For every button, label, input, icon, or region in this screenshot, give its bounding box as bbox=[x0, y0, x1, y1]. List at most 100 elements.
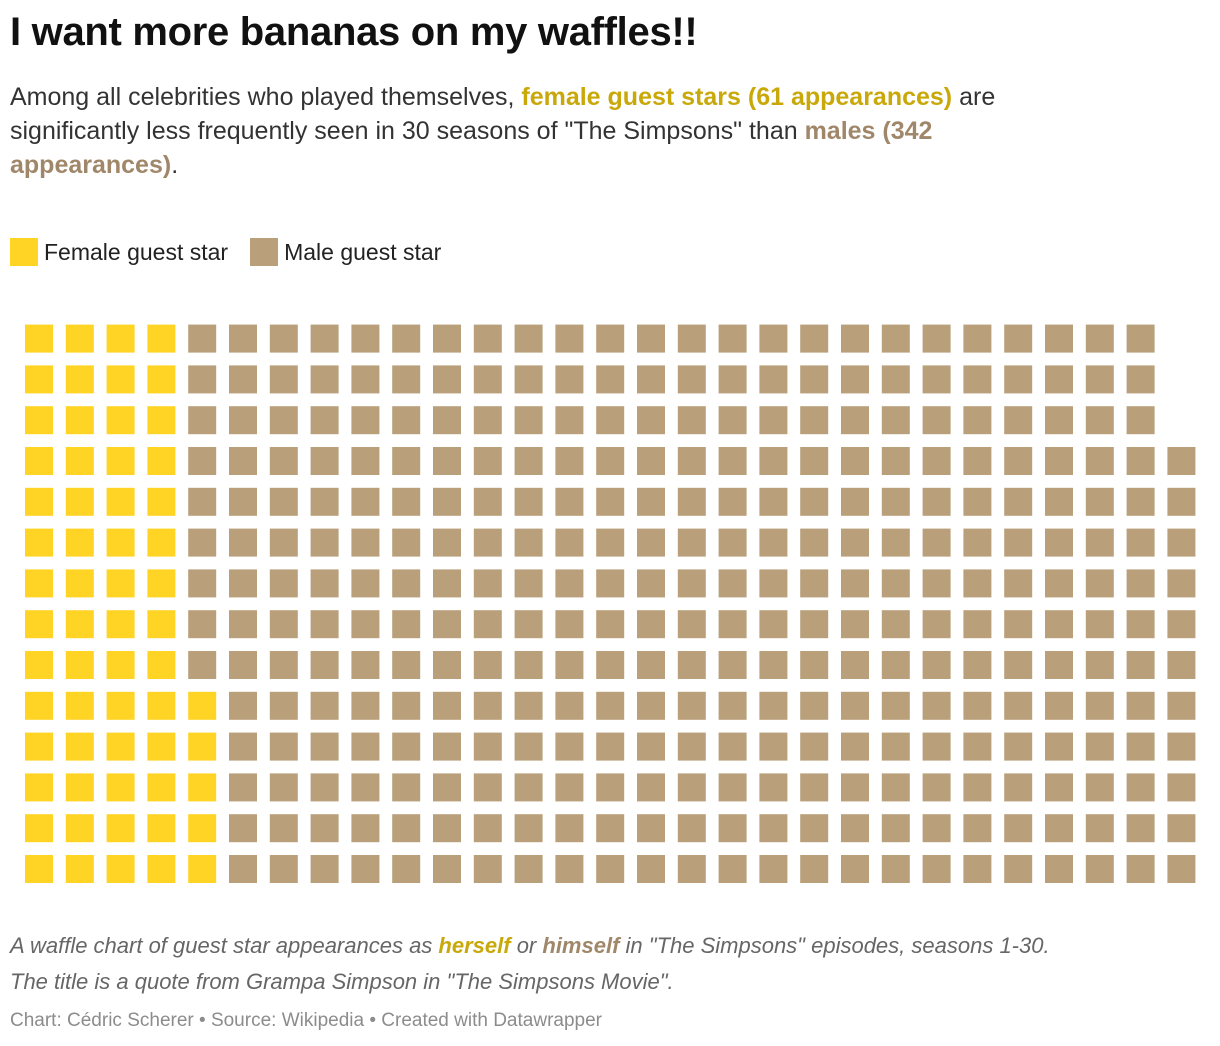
waffle-square-male bbox=[514, 569, 543, 598]
waffle-square-male bbox=[922, 447, 951, 475]
subtitle-female-highlight: female guest stars (61 appearances) bbox=[521, 83, 953, 111]
waffle-square-male bbox=[188, 324, 217, 353]
waffle-square-male bbox=[1167, 487, 1196, 516]
subtitle-text-1: Among all celebrities who played themsel… bbox=[10, 83, 522, 111]
waffle-square-male bbox=[637, 528, 665, 557]
legend-label-female: Female guest star bbox=[44, 238, 229, 265]
waffle-square-male bbox=[1045, 528, 1073, 557]
waffle-square-male bbox=[637, 691, 665, 720]
waffle-square-male bbox=[1085, 610, 1114, 639]
waffle-square-male bbox=[555, 773, 584, 802]
waffle-square-male bbox=[433, 447, 461, 475]
waffle-square-male bbox=[759, 324, 788, 353]
waffle-square-male bbox=[1004, 773, 1033, 802]
subtitle-male-highlight: males (342 appearances) bbox=[10, 117, 933, 179]
waffle-square-male bbox=[800, 773, 829, 802]
waffle-square-male bbox=[351, 447, 380, 475]
waffle-square-female bbox=[65, 691, 94, 720]
waffle-square-male bbox=[351, 487, 380, 516]
waffle-square-male bbox=[1004, 855, 1033, 883]
waffle-square-male bbox=[514, 365, 543, 394]
waffle-square-male bbox=[514, 651, 543, 679]
chart-credits: Chart: Cédric Scherer • Source: Wikipedi… bbox=[10, 1010, 602, 1031]
waffle-square-male bbox=[188, 528, 217, 557]
waffle-square-male bbox=[1126, 855, 1155, 883]
waffle-square-male bbox=[229, 365, 257, 394]
waffle-square-male bbox=[922, 732, 951, 761]
waffle-square-male bbox=[596, 365, 625, 394]
waffle-square-male bbox=[596, 528, 625, 557]
waffle-square-male bbox=[759, 691, 788, 720]
waffle-square-male bbox=[1045, 651, 1073, 679]
waffle-square-female bbox=[65, 324, 94, 353]
waffle-square-male bbox=[1004, 447, 1033, 475]
waffle-square-male bbox=[188, 651, 217, 679]
waffle-square-male bbox=[351, 651, 380, 679]
waffle-square-male bbox=[392, 365, 421, 394]
waffle-square-female bbox=[147, 406, 176, 435]
waffle-square-male bbox=[392, 610, 421, 639]
waffle-square-male bbox=[759, 406, 788, 435]
waffle-square-male bbox=[269, 447, 298, 475]
waffle-square-male bbox=[392, 651, 421, 679]
waffle-square-male bbox=[637, 487, 665, 516]
waffle-square-male bbox=[555, 610, 584, 639]
waffle-square-male bbox=[555, 569, 584, 598]
waffle-square-male bbox=[188, 406, 217, 435]
waffle-square-male bbox=[514, 855, 543, 883]
waffle-square-male bbox=[555, 732, 584, 761]
waffle-square-male bbox=[963, 691, 992, 720]
waffle-square-male bbox=[1126, 691, 1155, 720]
waffle-square-female bbox=[65, 610, 94, 639]
waffle-square-male bbox=[718, 855, 747, 883]
waffle-square-male bbox=[433, 569, 461, 598]
waffle-square-male bbox=[677, 691, 706, 720]
waffle-square-male bbox=[433, 855, 461, 883]
waffle-square-male bbox=[351, 732, 380, 761]
waffle-square-male bbox=[514, 691, 543, 720]
waffle-square-male bbox=[718, 651, 747, 679]
waffle-square-male bbox=[310, 814, 339, 843]
waffle-square-male bbox=[310, 610, 339, 639]
waffle-square-male bbox=[433, 814, 461, 843]
waffle-square-male bbox=[759, 447, 788, 475]
waffle-square-male bbox=[1167, 447, 1196, 475]
waffle-square-male bbox=[1167, 528, 1196, 557]
waffle-square-male bbox=[473, 814, 502, 843]
waffle-square-male bbox=[922, 610, 951, 639]
waffle-square-male bbox=[1004, 528, 1033, 557]
waffle-square-male bbox=[269, 406, 298, 435]
waffle-square-male bbox=[473, 610, 502, 639]
waffle-square-male bbox=[963, 814, 992, 843]
waffle-square-male bbox=[841, 406, 869, 435]
waffle-square-male bbox=[1085, 691, 1114, 720]
waffle-square-male bbox=[841, 814, 869, 843]
waffle-square-male bbox=[637, 610, 665, 639]
waffle-square-male bbox=[1045, 691, 1073, 720]
waffle-square-male bbox=[759, 528, 788, 557]
waffle-square-male bbox=[718, 691, 747, 720]
waffle-square-female bbox=[147, 528, 176, 557]
waffle-square-female bbox=[106, 528, 135, 557]
waffle-square-male bbox=[473, 324, 502, 353]
waffle-square-male bbox=[718, 773, 747, 802]
waffle-square-male bbox=[188, 487, 217, 516]
waffle-square-male bbox=[800, 651, 829, 679]
waffle-square-male bbox=[1085, 406, 1114, 435]
waffle-square-female bbox=[188, 855, 217, 883]
waffle-square-male bbox=[718, 447, 747, 475]
waffle-square-male bbox=[596, 610, 625, 639]
legend-item-male: Male guest star bbox=[250, 238, 441, 266]
waffle-square-female bbox=[65, 773, 94, 802]
waffle-square-male bbox=[1085, 773, 1114, 802]
waffle-square-male bbox=[1167, 691, 1196, 720]
waffle-square-male bbox=[963, 732, 992, 761]
waffle-square-male bbox=[1126, 610, 1155, 639]
waffle-square-male bbox=[514, 447, 543, 475]
waffle-square-male bbox=[392, 447, 421, 475]
waffle-square-male bbox=[637, 732, 665, 761]
waffle-square-male bbox=[351, 569, 380, 598]
waffle-square-male bbox=[1085, 487, 1114, 516]
waffle-square-male bbox=[881, 691, 910, 720]
legend-label-male: Male guest star bbox=[284, 238, 442, 265]
